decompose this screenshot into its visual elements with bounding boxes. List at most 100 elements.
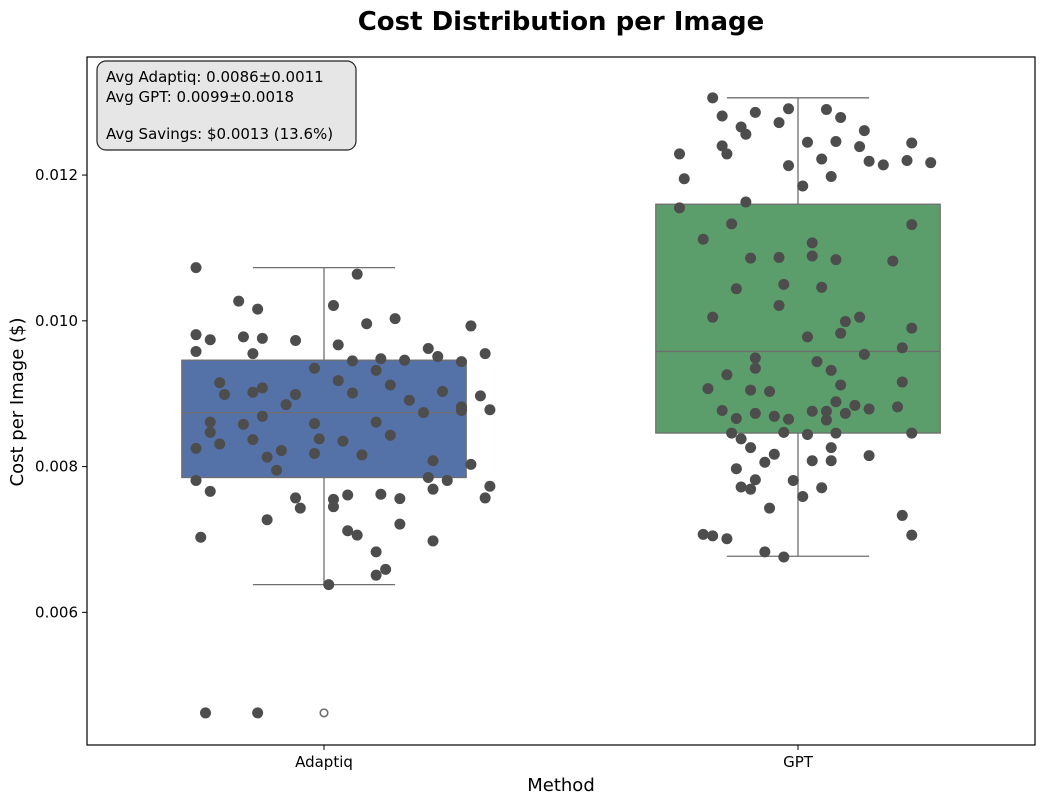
data-point-gpt (820, 103, 832, 115)
data-point-gpt (906, 219, 918, 231)
data-point-adaptiq (389, 313, 401, 325)
data-point-adaptiq (204, 485, 216, 497)
data-point-gpt (716, 404, 728, 416)
data-point-adaptiq (195, 531, 207, 543)
data-point-gpt (896, 509, 908, 521)
stats-line-savings: Avg Savings: $0.0013 (13.6%) (106, 125, 333, 143)
data-point-gpt (896, 342, 908, 354)
chart-title: Cost Distribution per Image (358, 7, 765, 37)
data-point-gpt (825, 364, 837, 376)
data-point-adaptiq (332, 375, 344, 387)
data-point-gpt (892, 401, 904, 413)
data-point-gpt (830, 254, 842, 266)
data-point-gpt (906, 529, 918, 541)
data-point-adaptiq (275, 445, 287, 457)
data-point-gpt (759, 456, 771, 468)
data-point-gpt (830, 396, 842, 408)
data-point-adaptiq (479, 492, 491, 504)
data-point-gpt (816, 281, 828, 293)
x-axis: Adaptiq GPT (295, 745, 814, 771)
data-point-adaptiq (403, 394, 415, 406)
data-point-gpt (721, 533, 733, 545)
data-point-adaptiq (384, 429, 396, 441)
data-point-adaptiq (370, 546, 382, 558)
data-point-gpt (825, 171, 837, 183)
data-point-gpt (730, 412, 742, 424)
data-point-gpt (764, 386, 776, 398)
data-point-gpt (773, 300, 785, 312)
data-point-gpt (787, 474, 799, 486)
data-point-gpt (863, 403, 875, 415)
data-point-adaptiq (190, 262, 202, 274)
data-point-gpt (745, 483, 757, 495)
data-point-gpt (749, 362, 761, 374)
data-point-gpt (749, 474, 761, 486)
data-point-gpt (901, 154, 913, 166)
data-point-gpt (854, 311, 866, 323)
data-point-adaptiq (252, 303, 264, 315)
data-point-adaptiq (332, 339, 344, 351)
data-point-adaptiq (309, 362, 321, 374)
data-point-gpt (783, 413, 795, 425)
data-point-gpt (830, 136, 842, 148)
data-point-adaptiq (418, 407, 430, 419)
data-point-gpt (749, 352, 761, 364)
data-point-adaptiq (361, 318, 373, 330)
data-point-adaptiq (427, 535, 439, 547)
data-point-adaptiq (327, 300, 339, 312)
data-point-adaptiq (290, 492, 302, 504)
data-point-adaptiq (280, 399, 292, 411)
data-point-adaptiq (190, 329, 202, 341)
data-point-gpt (730, 283, 742, 295)
data-point-gpt (820, 405, 832, 417)
data-point-gpt (806, 250, 818, 262)
data-point-gpt (707, 92, 719, 104)
data-point-gpt (811, 356, 823, 368)
data-point-gpt (721, 148, 733, 160)
data-point-gpt (906, 137, 918, 149)
data-point-gpt (740, 196, 752, 208)
data-point-gpt (854, 141, 866, 153)
data-point-adaptiq (200, 707, 211, 719)
data-point-adaptiq (261, 514, 273, 526)
data-point-adaptiq (271, 464, 283, 476)
data-point-adaptiq (313, 433, 325, 445)
data-point-gpt (863, 155, 875, 167)
y-tick-label: 0.006 (35, 603, 78, 621)
data-point-gpt (730, 463, 742, 475)
data-point-gpt (735, 481, 747, 493)
data-point-gpt (707, 311, 719, 323)
data-point-gpt (783, 160, 795, 172)
data-point-gpt (749, 407, 761, 419)
y-axis-label: Cost per Image ($) (7, 318, 28, 487)
data-point-adaptiq (190, 474, 202, 486)
data-point-adaptiq (294, 502, 306, 514)
data-point-gpt (721, 369, 733, 381)
stats-line-adaptiq: Avg Adaptiq: 0.0086±0.0011 (106, 68, 324, 86)
data-point-gpt (773, 251, 785, 263)
data-point-gpt (858, 125, 870, 137)
data-point-gpt (825, 455, 837, 467)
data-point-gpt (863, 450, 875, 462)
data-point-gpt (745, 384, 757, 396)
data-point-adaptiq (256, 332, 268, 344)
data-point-adaptiq (394, 493, 406, 505)
data-point-gpt (707, 530, 719, 542)
y-tick-label: 0.010 (35, 312, 78, 330)
data-point-adaptiq (261, 451, 273, 463)
data-point-gpt (806, 455, 818, 467)
y-tick-label: 0.008 (35, 458, 78, 476)
data-point-adaptiq (351, 529, 363, 541)
data-point-adaptiq (214, 438, 226, 450)
data-point-gpt (925, 157, 937, 169)
box-adaptiq (181, 359, 467, 479)
data-point-adaptiq (432, 351, 444, 363)
data-point-adaptiq (370, 569, 382, 581)
data-point-adaptiq (190, 442, 202, 454)
data-point-gpt (825, 442, 837, 454)
data-point-adaptiq (399, 354, 411, 366)
data-point-adaptiq (190, 345, 202, 357)
data-point-gpt (806, 405, 818, 417)
data-point-gpt (678, 173, 690, 185)
